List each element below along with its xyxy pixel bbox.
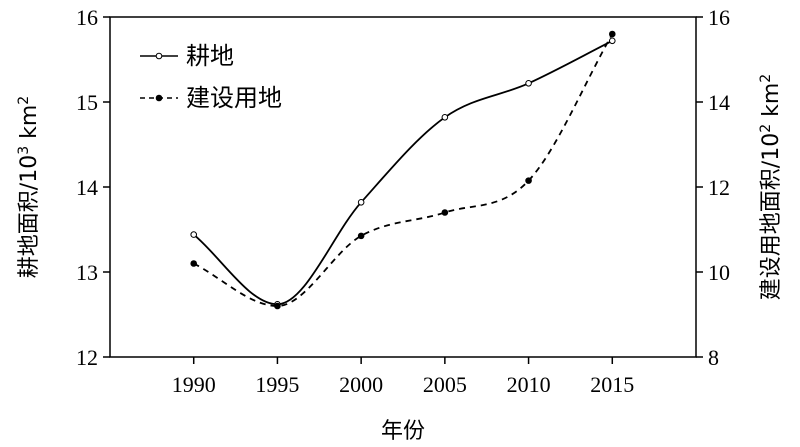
data-point-cropland: [441, 114, 449, 121]
right-y-axis-title: 建设用地面积/102 km2: [758, 74, 784, 300]
legend-label-construction-land: 建设用地: [186, 84, 282, 112]
series-layer: [190, 30, 616, 310]
left-y-tick-label: 12: [76, 345, 98, 370]
legend-marker-cropland: [155, 52, 163, 60]
data-point-construction-land: [190, 260, 198, 267]
legend-label-cropland: 耕地: [186, 42, 234, 70]
x-axis-title: 年份: [381, 419, 425, 444]
x-tick-label: 1995: [255, 372, 299, 397]
series-line-cropland: [193, 39, 613, 306]
right-y-tick-label: 14: [708, 90, 730, 115]
x-tick-label: 1990: [172, 372, 216, 397]
right-y-axis-ticks: 8 10 12 14 16: [696, 5, 730, 370]
x-tick-label: 2010: [507, 372, 551, 397]
data-point-construction-land: [357, 232, 365, 240]
data-point-cropland: [357, 199, 365, 206]
x-tick-label: 2015: [590, 372, 634, 397]
legend-item-cropland: 耕地: [140, 42, 234, 70]
left-y-axis-ticks: 12 13 14 15 16: [76, 5, 110, 370]
legend-marker-construction-land: [155, 94, 163, 102]
left-y-tick-label: 13: [76, 260, 98, 285]
right-y-tick-label: 12: [708, 175, 730, 200]
data-point-cropland: [190, 231, 198, 238]
data-point-cropland: [525, 80, 532, 87]
data-point-cropland: [608, 37, 616, 45]
right-y-tick-label: 16: [708, 5, 730, 30]
legend: 耕地 建设用地: [140, 42, 282, 112]
x-tick-label: 2000: [339, 372, 383, 397]
left-y-axis-title: 耕地面积/103 km2: [16, 96, 42, 278]
right-y-tick-label: 8: [708, 345, 719, 370]
right-y-tick-label: 10: [708, 260, 730, 285]
data-point-construction-land: [274, 302, 281, 310]
legend-item-construction-land: 建设用地: [140, 84, 282, 112]
x-tick-label: 2005: [423, 372, 467, 397]
data-point-construction-land: [525, 177, 532, 184]
data-point-construction-land: [608, 30, 616, 38]
left-y-tick-label: 14: [76, 175, 98, 200]
data-point-construction-land: [441, 209, 449, 216]
series-line-construction-land: [193, 33, 614, 307]
left-y-tick-label: 16: [76, 5, 98, 30]
x-axis-ticks: 1990 1995 2000 2005 2010 2015: [172, 357, 634, 397]
left-y-tick-label: 15: [76, 90, 98, 115]
